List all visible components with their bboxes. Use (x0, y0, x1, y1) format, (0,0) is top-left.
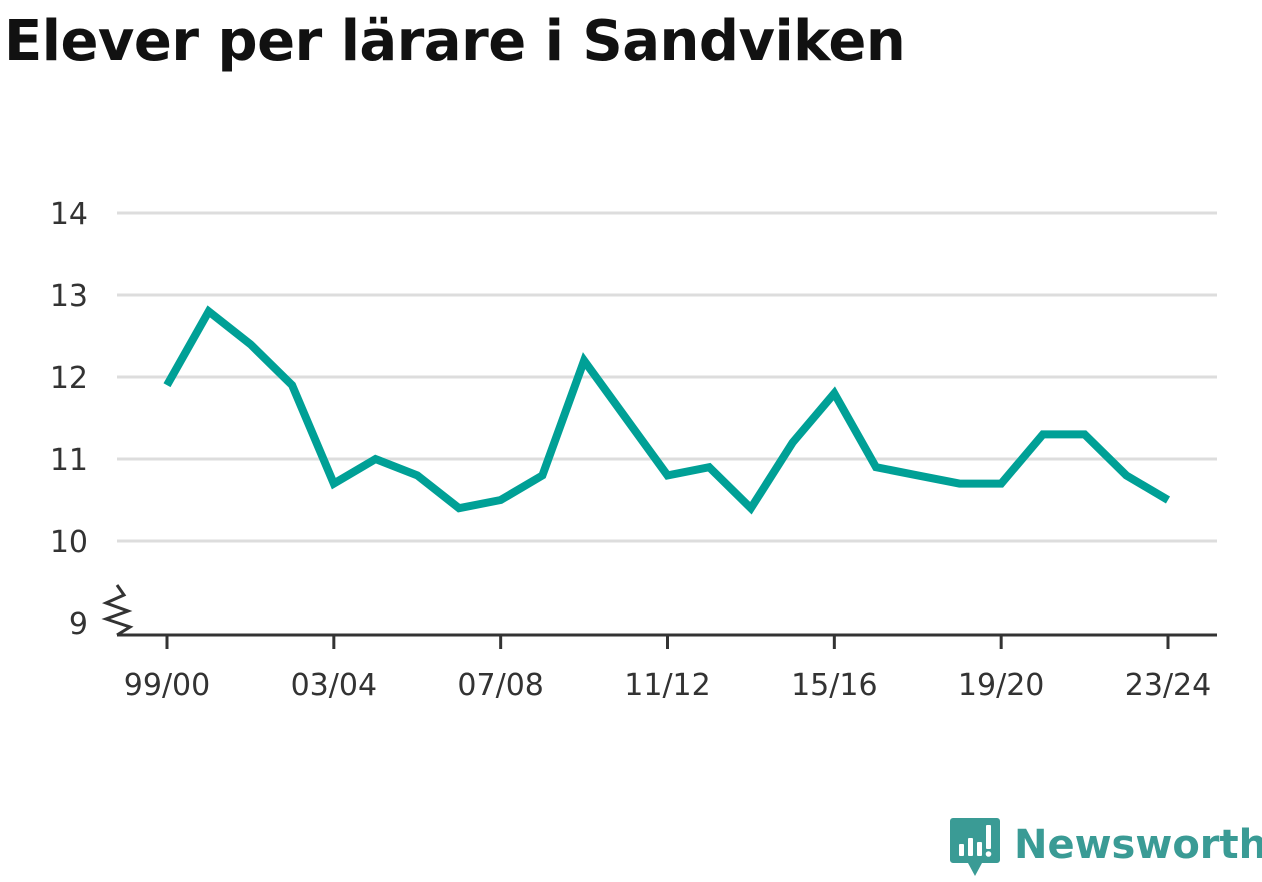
y-tick-label-11: 11 (50, 443, 88, 478)
x-tick-label-19-20: 19/20 (958, 668, 1044, 703)
x-tick-label-03-04: 03/04 (291, 668, 377, 703)
data-point-21-22 (1081, 430, 1089, 438)
data-point-07-08 (497, 496, 505, 504)
data-point-04-05 (372, 455, 380, 463)
y-tick-label-10: 10 (50, 525, 88, 560)
data-point-00-01 (205, 307, 213, 315)
data-point-01-02 (246, 340, 254, 348)
data-point-20-21 (1039, 430, 1047, 438)
data-point-99-00 (163, 381, 171, 389)
series-group (163, 305, 1172, 515)
x-tick-label-99-00: 99/00 (124, 668, 210, 703)
y-tick-label-14: 14 (50, 197, 88, 232)
x-tick-label-15-16: 15/16 (791, 668, 877, 703)
series-line-0 (163, 305, 1171, 515)
data-point-15-16 (830, 389, 838, 397)
grid-lines (117, 211, 1217, 543)
x-tick-label-07-08: 07/08 (457, 668, 543, 703)
newsworthy-logo: Newsworthy (950, 818, 1262, 882)
y-axis-tick-labels: 9 10 11 12 13 14 (50, 197, 88, 642)
bar-chart-speech-bubble-icon (950, 818, 1000, 876)
data-point-19-20 (997, 480, 1005, 488)
x-tick-label-23-24: 23/24 (1125, 668, 1211, 703)
data-point-10-11 (622, 414, 630, 422)
data-point-16-17 (872, 463, 880, 471)
y-tick-label-9: 9 (69, 607, 88, 642)
data-point-11-12 (664, 471, 672, 479)
page-title: Elever per lärare i Sandviken (4, 9, 906, 74)
data-point-22-23 (1122, 471, 1130, 479)
brand-name: Newsworthy (1014, 822, 1262, 868)
data-point-09-10 (580, 357, 588, 365)
data-point-06-07 (455, 504, 463, 512)
y-tick-label-13: 13 (50, 279, 88, 314)
data-point-02-03 (288, 381, 296, 389)
data-point-17-18 (914, 471, 922, 479)
x-axis-tick-labels: 99/00 03/04 07/08 11/12 15/16 19/20 23/24 (124, 668, 1211, 703)
data-point-08-09 (538, 471, 546, 479)
y-tick-label-12: 12 (50, 361, 88, 396)
axis-break-symbol (101, 584, 134, 637)
x-tick-label-11-12: 11/12 (624, 668, 710, 703)
data-point-05-06 (413, 471, 421, 479)
data-point-18-19 (956, 480, 964, 488)
data-point-14-15 (789, 439, 797, 447)
data-point-23-24 (1164, 496, 1172, 504)
data-point-12-13 (705, 463, 713, 471)
x-axis (101, 584, 1217, 649)
data-point-03-04 (330, 480, 338, 488)
data-point-13-14 (747, 504, 755, 512)
